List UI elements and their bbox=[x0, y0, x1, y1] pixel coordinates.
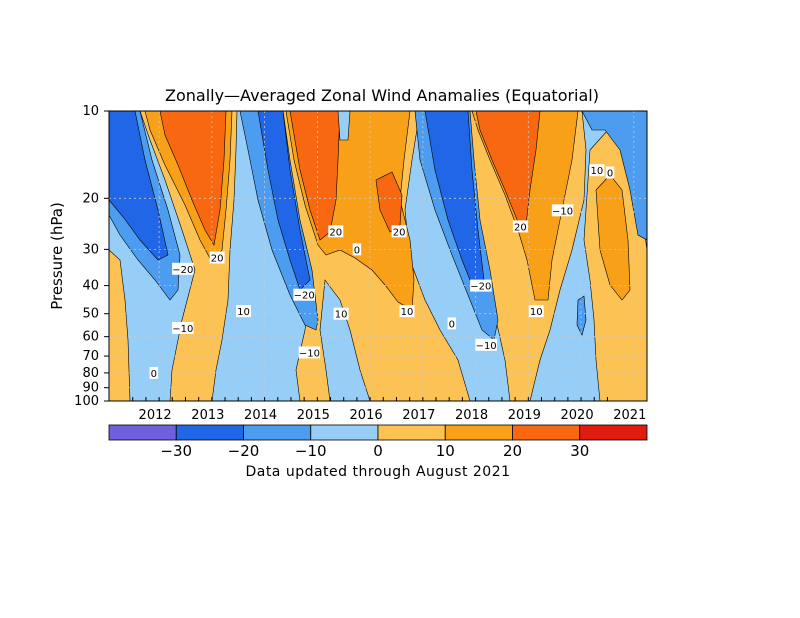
positive-band-1-r bbox=[159, 111, 227, 246]
contour-label-bg bbox=[589, 164, 605, 177]
colorbar-swatch bbox=[377, 424, 446, 441]
contour-label-bg bbox=[470, 279, 492, 292]
contour-label-bg bbox=[328, 225, 344, 238]
colorbar: −30 −20 −10 0 10 20 30 bbox=[108, 424, 648, 460]
chart-title: Zonally—Averaged Zonal Wind Anamalies (E… bbox=[165, 86, 599, 105]
colorbar-tick-label: −20 bbox=[228, 442, 260, 460]
colorbar-tick-label: 10 bbox=[436, 442, 455, 460]
contour-label: −20 bbox=[172, 265, 193, 276]
x-tick-label: 2013 bbox=[191, 408, 224, 423]
contour-label-bg bbox=[528, 305, 544, 318]
contour-label-bg bbox=[236, 305, 251, 318]
colorbar-swatch bbox=[512, 424, 581, 441]
x-tick-label: 2019 bbox=[508, 408, 541, 423]
y-tick-label: 40 bbox=[82, 279, 99, 294]
y-tick-label: 100 bbox=[74, 394, 99, 409]
contour-label: 10 bbox=[401, 307, 414, 318]
contour-label-bg bbox=[172, 321, 194, 334]
colorbar-swatch bbox=[108, 424, 177, 441]
contour-label: 10 bbox=[237, 307, 250, 318]
colorbar-tick-label: −10 bbox=[295, 442, 327, 460]
colorbar-tick-label: 30 bbox=[570, 442, 589, 460]
negative-band-4-q bbox=[576, 295, 587, 336]
x-tick-label: 2017 bbox=[402, 408, 435, 423]
y-tick-label: 20 bbox=[82, 191, 99, 206]
contour-label-bg bbox=[447, 317, 457, 330]
contour-label-bg bbox=[333, 307, 349, 320]
x-axis: 2012 2013 2014 2015 2016 2017 2018 2019 2020 2021 bbox=[132, 397, 646, 423]
positive-band-2-s bbox=[375, 171, 403, 233]
x-tick-label: 2014 bbox=[244, 408, 277, 423]
contour-label: 0 bbox=[354, 245, 360, 256]
contour-label-bg bbox=[605, 166, 615, 179]
positive-band-4-q bbox=[595, 174, 631, 301]
colorbar-swatch bbox=[310, 424, 379, 441]
colorbar-swatch bbox=[579, 424, 648, 441]
colorbar-tick-label: 20 bbox=[503, 442, 522, 460]
colorbar-tick-label: −30 bbox=[160, 442, 192, 460]
contour-label-bg bbox=[512, 220, 528, 233]
x-tick-label: 2012 bbox=[139, 408, 172, 423]
contour-labels: −20−1002010−20−102010020100−20−102010−10… bbox=[149, 164, 615, 380]
footnote: Data updated through August 2021 bbox=[245, 464, 510, 480]
colorbar-swatch bbox=[175, 424, 244, 441]
positive-band-left bbox=[109, 249, 131, 401]
y-tick-label: 50 bbox=[82, 307, 99, 322]
plot-area: −20−1002010−20−102010020100−20−102010−10… bbox=[108, 110, 648, 402]
x-tick-label: 2018 bbox=[455, 408, 488, 423]
y-axis-label: Pressure (hPa) bbox=[48, 202, 66, 310]
contour-label-bg bbox=[298, 346, 321, 359]
contour-label: 20 bbox=[211, 253, 224, 264]
contour-label-bg bbox=[399, 305, 415, 318]
negative-band-2-q bbox=[257, 111, 311, 291]
contour-label: −10 bbox=[552, 206, 573, 217]
contour-label: 0 bbox=[449, 319, 455, 330]
colorbar-swatch bbox=[243, 424, 312, 441]
plot-frame bbox=[108, 110, 648, 402]
contour-label: 10 bbox=[591, 166, 604, 177]
contour-label-bg bbox=[293, 288, 315, 301]
x-tick-label: 2021 bbox=[613, 408, 646, 423]
x-tick-label: 2016 bbox=[350, 408, 383, 423]
contour-label: 0 bbox=[151, 369, 157, 380]
contour-label-bg bbox=[149, 366, 159, 379]
negative-band-1-q bbox=[109, 111, 169, 261]
contour-label-bg bbox=[172, 262, 194, 275]
y-tick-label: 80 bbox=[82, 366, 99, 381]
contour-label: −10 bbox=[172, 324, 193, 335]
positive-band-2-t bbox=[337, 111, 351, 141]
contour-label-bg bbox=[551, 204, 574, 217]
contour-label: −20 bbox=[470, 282, 491, 293]
contour-label: −10 bbox=[476, 341, 497, 352]
y-tick-label: 90 bbox=[82, 381, 99, 396]
y-tick-label: 10 bbox=[82, 104, 99, 119]
y-tick-label: 30 bbox=[82, 242, 99, 257]
contour-label-bg bbox=[475, 338, 497, 351]
contour-label: 20 bbox=[514, 222, 527, 233]
x-tick-label: 2015 bbox=[297, 408, 330, 423]
contour-label: 10 bbox=[530, 307, 543, 318]
negative-band-4 bbox=[581, 111, 647, 241]
contour-label: 20 bbox=[393, 227, 406, 238]
colorbar-tick-label: 0 bbox=[373, 442, 383, 460]
contour-label: 10 bbox=[335, 310, 348, 321]
x-tick-label: 2020 bbox=[561, 408, 594, 423]
contour-label-bg bbox=[391, 225, 407, 238]
contour-label: 20 bbox=[329, 227, 342, 238]
contour-label: 0 bbox=[607, 169, 613, 180]
colorbar-swatch bbox=[444, 424, 513, 441]
contour-label-bg bbox=[209, 251, 225, 264]
y-tick-label: 70 bbox=[82, 349, 99, 364]
contour-label: −20 bbox=[294, 291, 315, 302]
y-tick-label: 60 bbox=[82, 330, 99, 345]
contour-label-bg bbox=[352, 243, 362, 256]
contour-label: −10 bbox=[299, 348, 320, 359]
gridlines bbox=[109, 111, 647, 401]
contour-fill bbox=[109, 111, 647, 401]
